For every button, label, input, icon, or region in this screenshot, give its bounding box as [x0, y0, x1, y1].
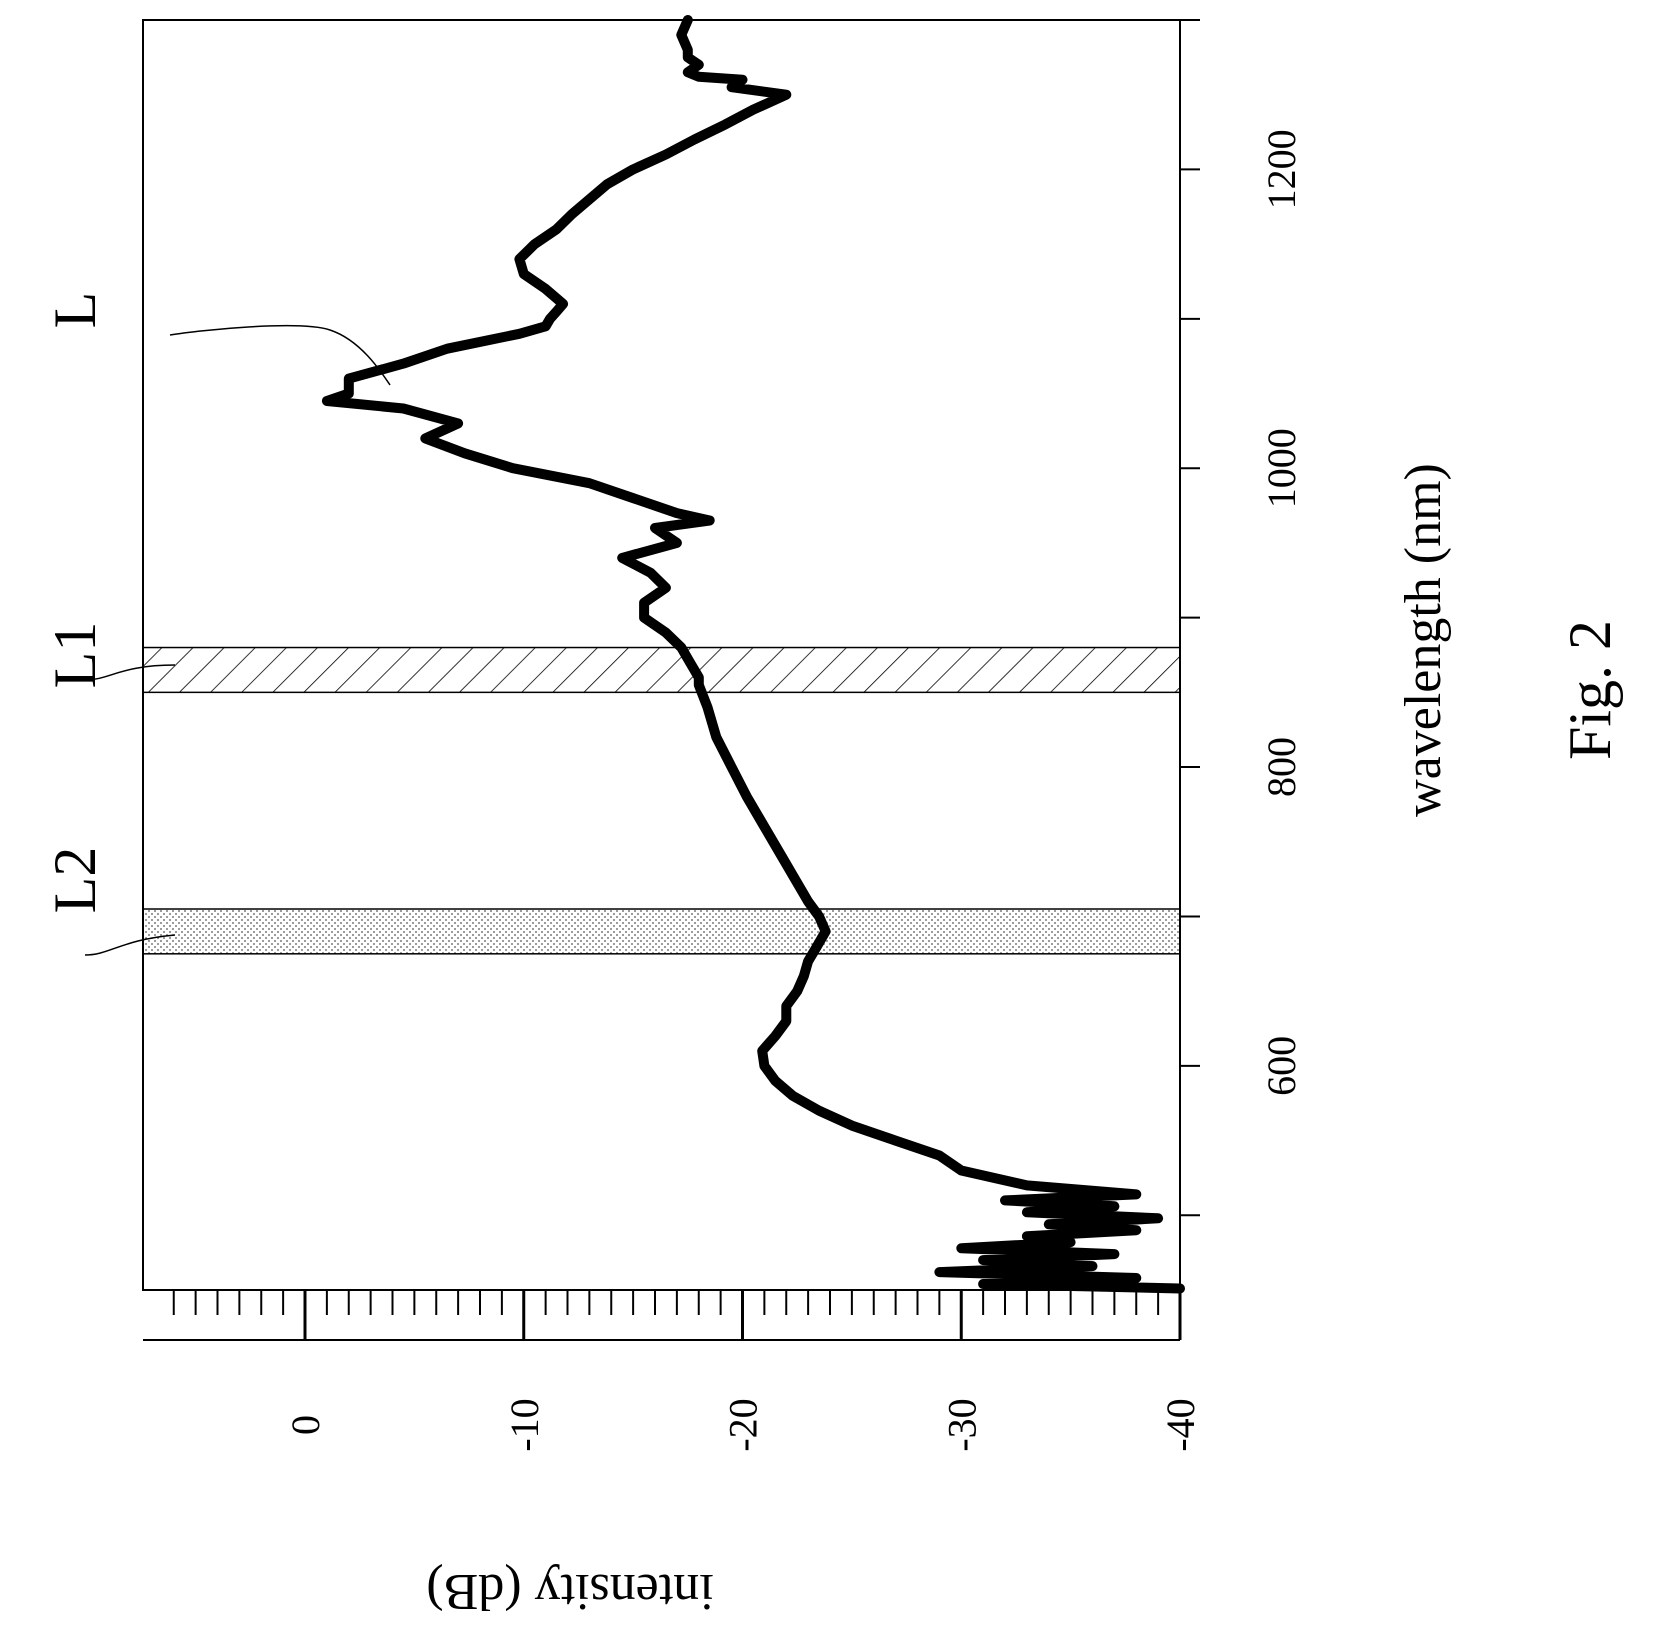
plot-frame [142, 19, 1181, 1291]
y-tick-label: -40 [1158, 1398, 1203, 1451]
callout-l2-label: L2 [42, 847, 108, 914]
x-tick-label: 1000 [1259, 428, 1304, 508]
y-tick-label: -10 [502, 1398, 547, 1451]
callouts-layer: L2 L1 L [42, 292, 391, 956]
figure-label: Fig. 2 [1557, 620, 1623, 760]
y-axis-label: intensity (dB) [426, 1563, 713, 1620]
y-tick-label: -30 [939, 1398, 984, 1451]
x-axis: 600 800 1000 1200 [1180, 19, 1304, 1217]
y-tick-label: 0 [283, 1415, 328, 1435]
band-l2 [142, 908, 1181, 955]
callout-l1-label: L1 [42, 622, 108, 689]
callout-l-label: L [42, 292, 108, 329]
y-tick-label: -20 [721, 1398, 766, 1451]
y-axis: 0 -10 -20 -30 -40 [143, 1290, 1203, 1452]
callout-l-leader [169, 324, 391, 386]
series-line-L [321, 15, 1185, 1294]
bands-layer [142, 646, 1181, 955]
x-tick-label: 1200 [1259, 129, 1304, 209]
x-tick-label: 800 [1259, 737, 1304, 797]
x-tick-label: 600 [1259, 1036, 1304, 1096]
band-l1 [142, 646, 1181, 694]
callout-l2-leader [84, 934, 176, 956]
x-axis-label: wavelength (nm) [1395, 463, 1452, 817]
callout-l1-leader [84, 664, 176, 681]
